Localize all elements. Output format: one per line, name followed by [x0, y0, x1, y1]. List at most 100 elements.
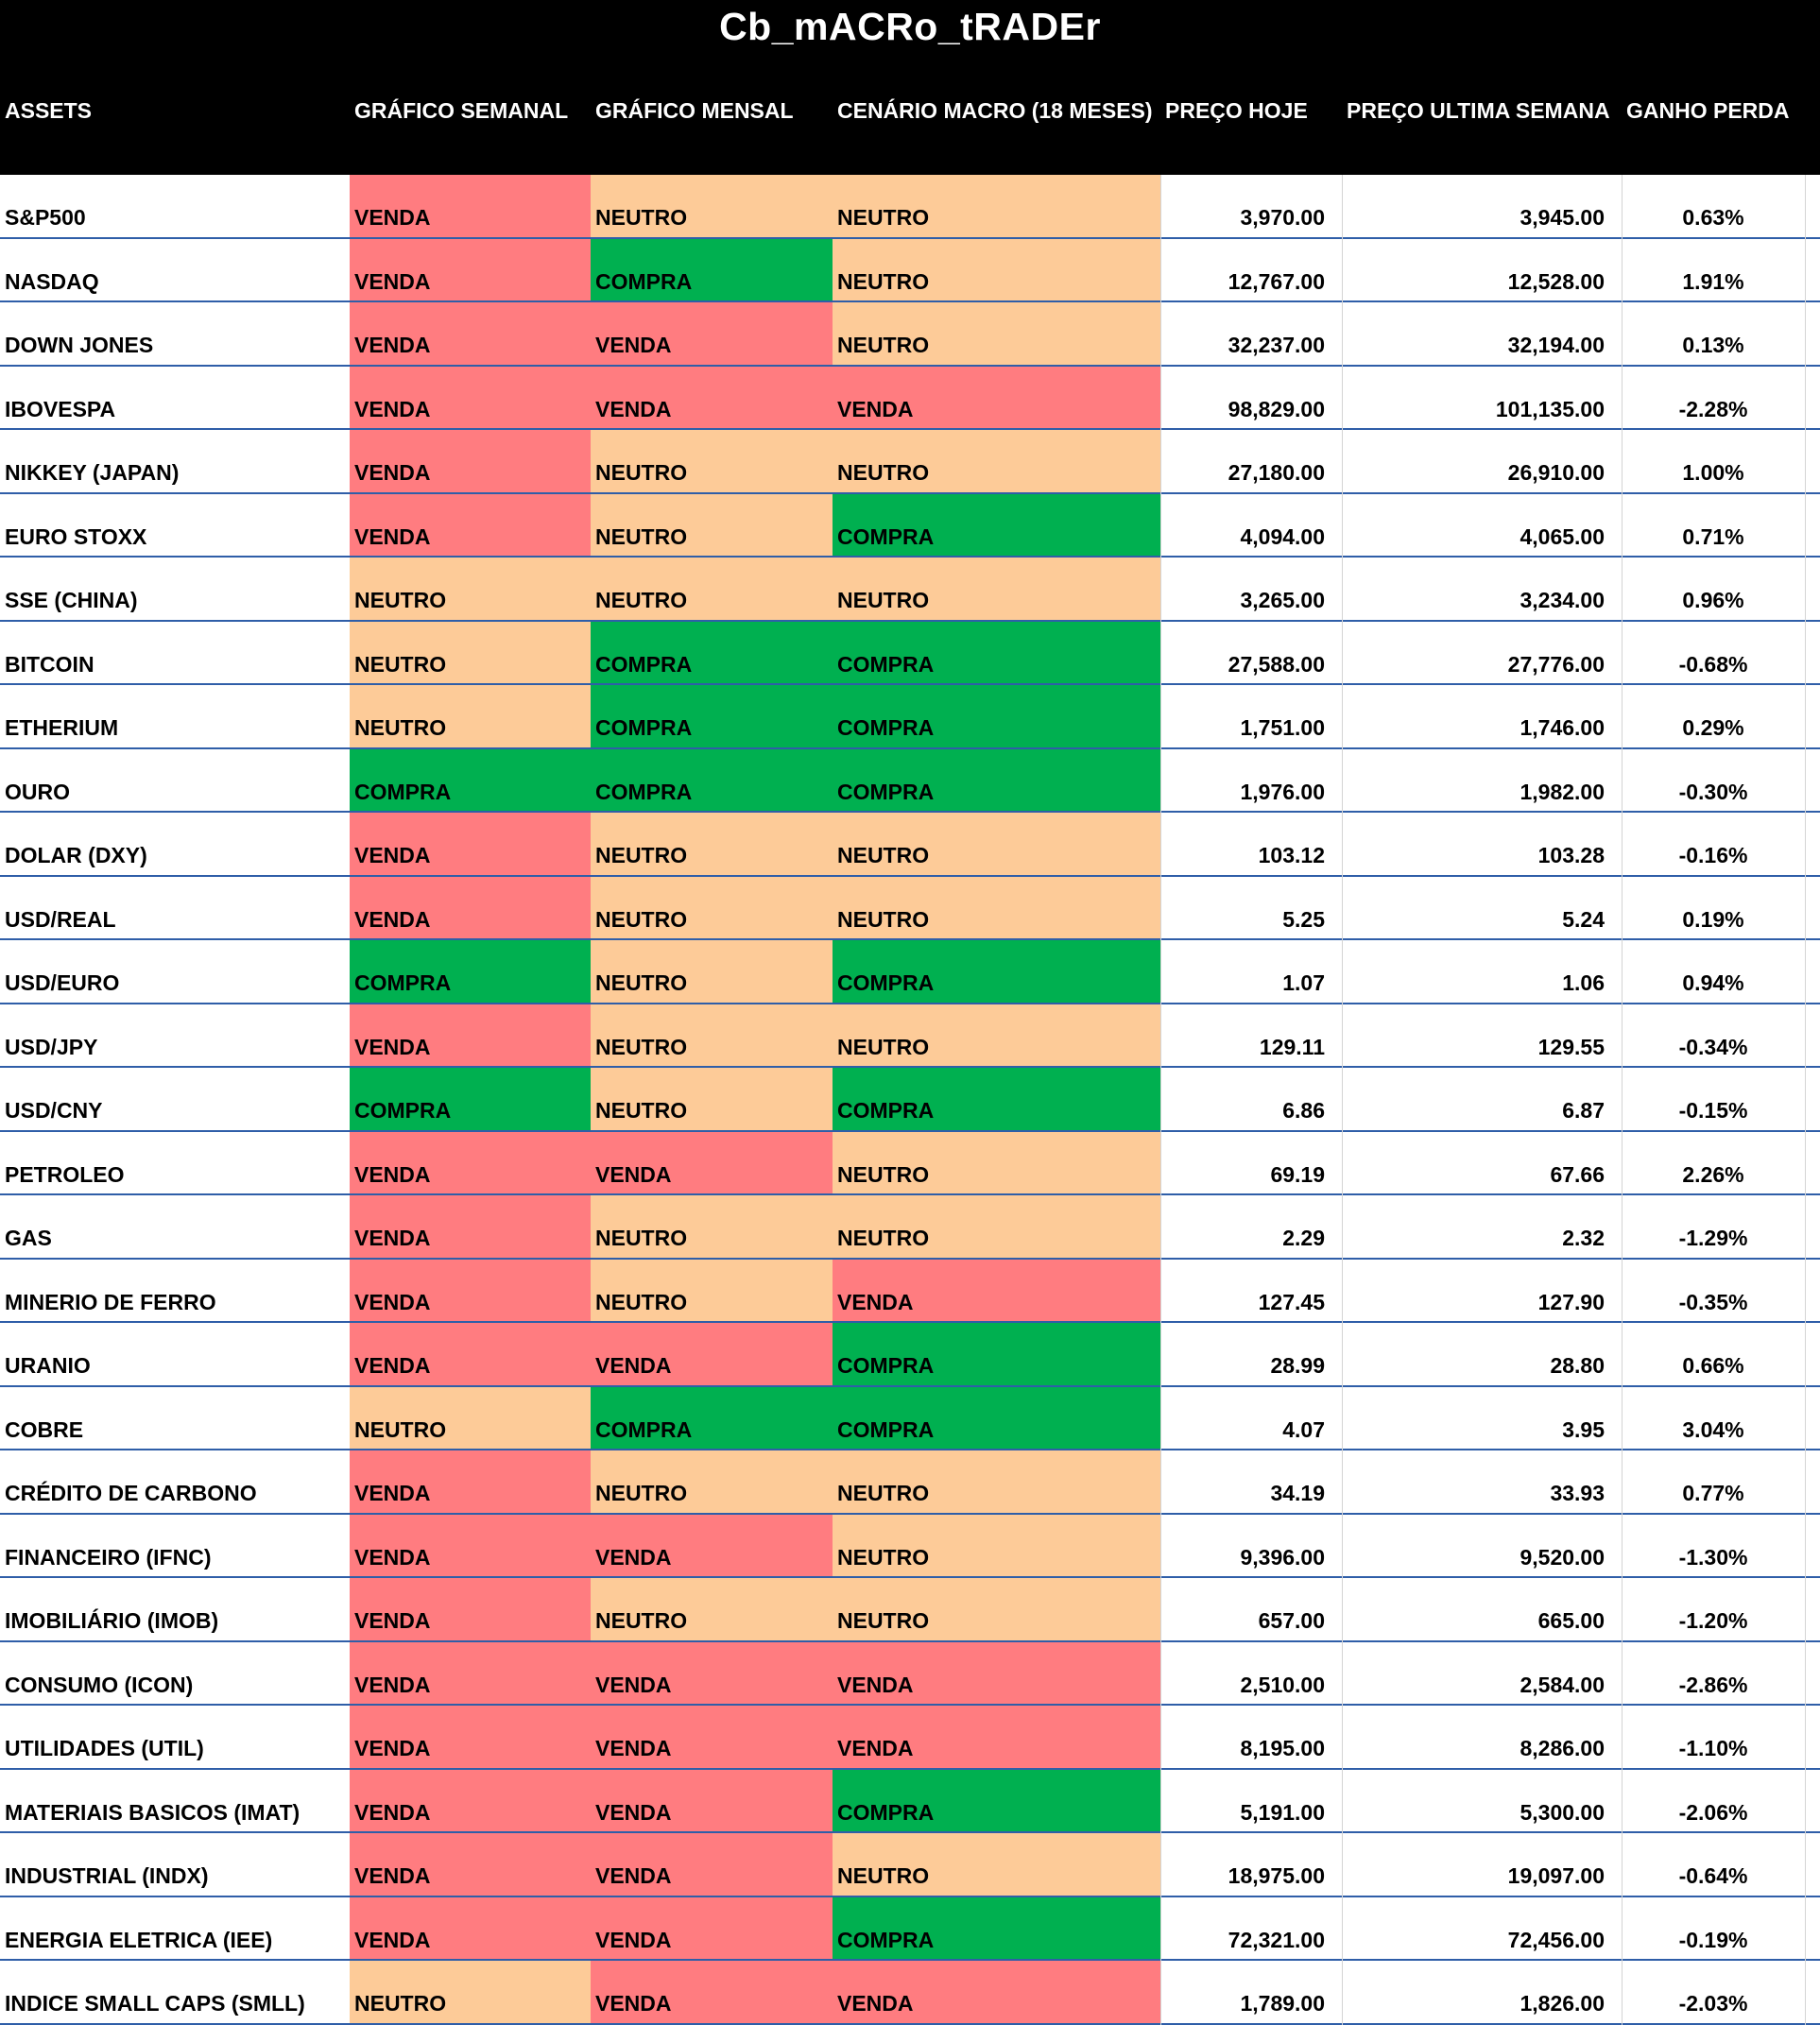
asset-cell[interactable]: PETROLEO [5, 1161, 125, 1187]
preco-semana-cell[interactable]: 9,520.00 [1520, 1544, 1605, 1570]
asset-cell[interactable]: NIKKEY (JAPAN) [5, 460, 180, 485]
preco-semana-cell[interactable]: 103.28 [1537, 843, 1605, 867]
asset-cell[interactable]: MATERIAIS BASICOS (IMAT) [5, 1799, 300, 1825]
asset-cell[interactable]: CRÉDITO DE CARBONO [5, 1481, 257, 1505]
signal-mensal-cell[interactable]: VENDA [591, 1131, 833, 1195]
signal-semanal-cell[interactable]: VENDA [350, 1514, 591, 1578]
signal-mensal-cell[interactable]: NEUTRO [591, 1259, 833, 1323]
ganho-perda-cell[interactable]: -1.30% [1678, 1544, 1748, 1570]
preco-hoje-cell[interactable]: 98,829.00 [1228, 396, 1325, 421]
preco-hoje-cell[interactable]: 2.29 [1282, 1226, 1325, 1250]
signal-semanal-cell[interactable]: VENDA [350, 302, 591, 367]
asset-cell[interactable]: ENERGIA ELETRICA (IEE) [5, 1927, 273, 1952]
signal-mensal-cell[interactable]: VENDA [591, 1323, 833, 1387]
preco-semana-cell[interactable]: 5.24 [1562, 906, 1605, 932]
signal-semanal-cell[interactable]: VENDA [350, 1195, 591, 1260]
ganho-perda-cell[interactable]: 1.91% [1682, 268, 1744, 294]
asset-cell[interactable]: INDICE SMALL CAPS (SMLL) [5, 1991, 305, 2016]
preco-semana-cell[interactable]: 6.87 [1562, 1098, 1605, 1123]
asset-cell[interactable]: USD/JPY [5, 1034, 98, 1059]
preco-semana-cell[interactable]: 28.80 [1550, 1353, 1605, 1378]
preco-semana-cell[interactable]: 67.66 [1550, 1161, 1605, 1187]
ganho-perda-cell[interactable]: -0.30% [1678, 779, 1748, 804]
header-grafico-semanal[interactable]: GRÁFICO SEMANAL [354, 98, 569, 123]
preco-hoje-cell[interactable]: 69.19 [1270, 1161, 1325, 1187]
signal-semanal-cell[interactable]: VENDA [350, 1833, 591, 1897]
signal-semanal-cell[interactable]: COMPRA [350, 1068, 591, 1132]
preco-hoje-cell[interactable]: 3,265.00 [1240, 588, 1325, 612]
signal-macro-cell[interactable]: COMPRA [833, 1769, 1160, 1833]
signal-mensal-cell[interactable]: COMPRA [591, 621, 833, 685]
signal-macro-cell[interactable]: VENDA [833, 1706, 1160, 1770]
header-cenario-macro[interactable]: CENÁRIO MACRO (18 MESES) [837, 98, 1153, 123]
ganho-perda-cell[interactable]: -2.06% [1678, 1799, 1748, 1825]
signal-mensal-cell[interactable]: COMPRA [591, 238, 833, 302]
signal-mensal-cell[interactable]: COMPRA [591, 1386, 833, 1450]
signal-macro-cell[interactable]: COMPRA [833, 1896, 1160, 1961]
signal-semanal-cell[interactable]: COMPRA [350, 748, 591, 813]
asset-cell[interactable]: IMOBILIÁRIO (IMOB) [5, 1608, 219, 1633]
signal-semanal-cell[interactable]: VENDA [350, 430, 591, 494]
preco-hoje-cell[interactable]: 5,191.00 [1240, 1799, 1325, 1825]
preco-hoje-cell[interactable]: 1,751.00 [1240, 715, 1325, 740]
signal-semanal-cell[interactable]: VENDA [350, 1004, 591, 1068]
signal-semanal-cell[interactable]: VENDA [350, 1131, 591, 1195]
signal-macro-cell[interactable]: COMPRA [833, 621, 1160, 685]
signal-semanal-cell[interactable]: VENDA [350, 493, 591, 558]
preco-semana-cell[interactable]: 1,746.00 [1520, 715, 1605, 740]
signal-mensal-cell[interactable]: NEUTRO [591, 940, 833, 1004]
preco-hoje-cell[interactable]: 18,975.00 [1228, 1863, 1325, 1888]
ganho-perda-cell[interactable]: 0.13% [1682, 333, 1744, 357]
signal-macro-cell[interactable]: COMPRA [833, 1068, 1160, 1132]
preco-hoje-cell[interactable]: 28.99 [1270, 1353, 1325, 1378]
signal-semanal-cell[interactable]: VENDA [350, 1641, 591, 1706]
ganho-perda-cell[interactable]: -0.34% [1678, 1034, 1748, 1059]
ganho-perda-cell[interactable]: -1.20% [1678, 1608, 1748, 1633]
ganho-perda-cell[interactable]: 0.94% [1682, 970, 1744, 995]
signal-semanal-cell[interactable]: NEUTRO [350, 621, 591, 685]
ganho-perda-cell[interactable]: 0.63% [1682, 205, 1744, 230]
signal-mensal-cell[interactable]: VENDA [591, 1641, 833, 1706]
signal-macro-cell[interactable]: NEUTRO [833, 430, 1160, 494]
signal-macro-cell[interactable]: NEUTRO [833, 175, 1160, 239]
preco-semana-cell[interactable]: 8,286.00 [1520, 1736, 1605, 1760]
signal-mensal-cell[interactable]: VENDA [591, 1961, 833, 2025]
signal-macro-cell[interactable]: NEUTRO [833, 1004, 1160, 1068]
preco-semana-cell[interactable]: 127.90 [1537, 1289, 1605, 1314]
preco-semana-cell[interactable]: 101,135.00 [1495, 396, 1605, 421]
signal-mensal-cell[interactable]: NEUTRO [591, 493, 833, 558]
signal-semanal-cell[interactable]: VENDA [350, 813, 591, 877]
asset-cell[interactable]: OURO [5, 779, 70, 804]
asset-cell[interactable]: INDUSTRIAL (INDX) [5, 1863, 209, 1888]
asset-cell[interactable]: ETHERIUM [5, 715, 119, 740]
preco-semana-cell[interactable]: 2.32 [1562, 1226, 1605, 1250]
asset-cell[interactable]: USD/REAL [5, 906, 116, 932]
asset-cell[interactable]: USD/CNY [5, 1098, 103, 1123]
preco-hoje-cell[interactable]: 4.07 [1282, 1416, 1325, 1442]
preco-semana-cell[interactable]: 1.06 [1562, 970, 1605, 995]
signal-macro-cell[interactable]: NEUTRO [833, 1195, 1160, 1260]
ganho-perda-cell[interactable]: -0.68% [1678, 651, 1748, 677]
preco-semana-cell[interactable]: 665.00 [1537, 1608, 1605, 1633]
asset-cell[interactable]: DOLAR (DXY) [5, 843, 147, 867]
preco-semana-cell[interactable]: 129.55 [1537, 1034, 1605, 1059]
preco-semana-cell[interactable]: 5,300.00 [1520, 1799, 1605, 1825]
preco-hoje-cell[interactable]: 32,237.00 [1228, 333, 1325, 357]
preco-hoje-cell[interactable]: 129.11 [1259, 1034, 1325, 1059]
signal-semanal-cell[interactable]: VENDA [350, 238, 591, 302]
signal-mensal-cell[interactable]: NEUTRO [591, 876, 833, 940]
ganho-perda-cell[interactable]: 0.77% [1682, 1481, 1744, 1505]
signal-macro-cell[interactable]: COMPRA [833, 940, 1160, 1004]
signal-mensal-cell[interactable]: NEUTRO [591, 1450, 833, 1515]
signal-mensal-cell[interactable]: VENDA [591, 1833, 833, 1897]
header-preco-hoje[interactable]: PREÇO HOJE [1165, 98, 1308, 123]
preco-hoje-cell[interactable]: 27,588.00 [1228, 651, 1325, 677]
asset-cell[interactable]: CONSUMO (ICON) [5, 1672, 194, 1697]
preco-hoje-cell[interactable]: 4,094.00 [1240, 523, 1325, 549]
signal-macro-cell[interactable]: NEUTRO [833, 1450, 1160, 1515]
preco-semana-cell[interactable]: 32,194.00 [1507, 333, 1605, 357]
signal-mensal-cell[interactable]: VENDA [591, 1769, 833, 1833]
signal-macro-cell[interactable]: VENDA [833, 1641, 1160, 1706]
signal-macro-cell[interactable]: NEUTRO [833, 302, 1160, 367]
signal-macro-cell[interactable]: COMPRA [833, 1323, 1160, 1387]
